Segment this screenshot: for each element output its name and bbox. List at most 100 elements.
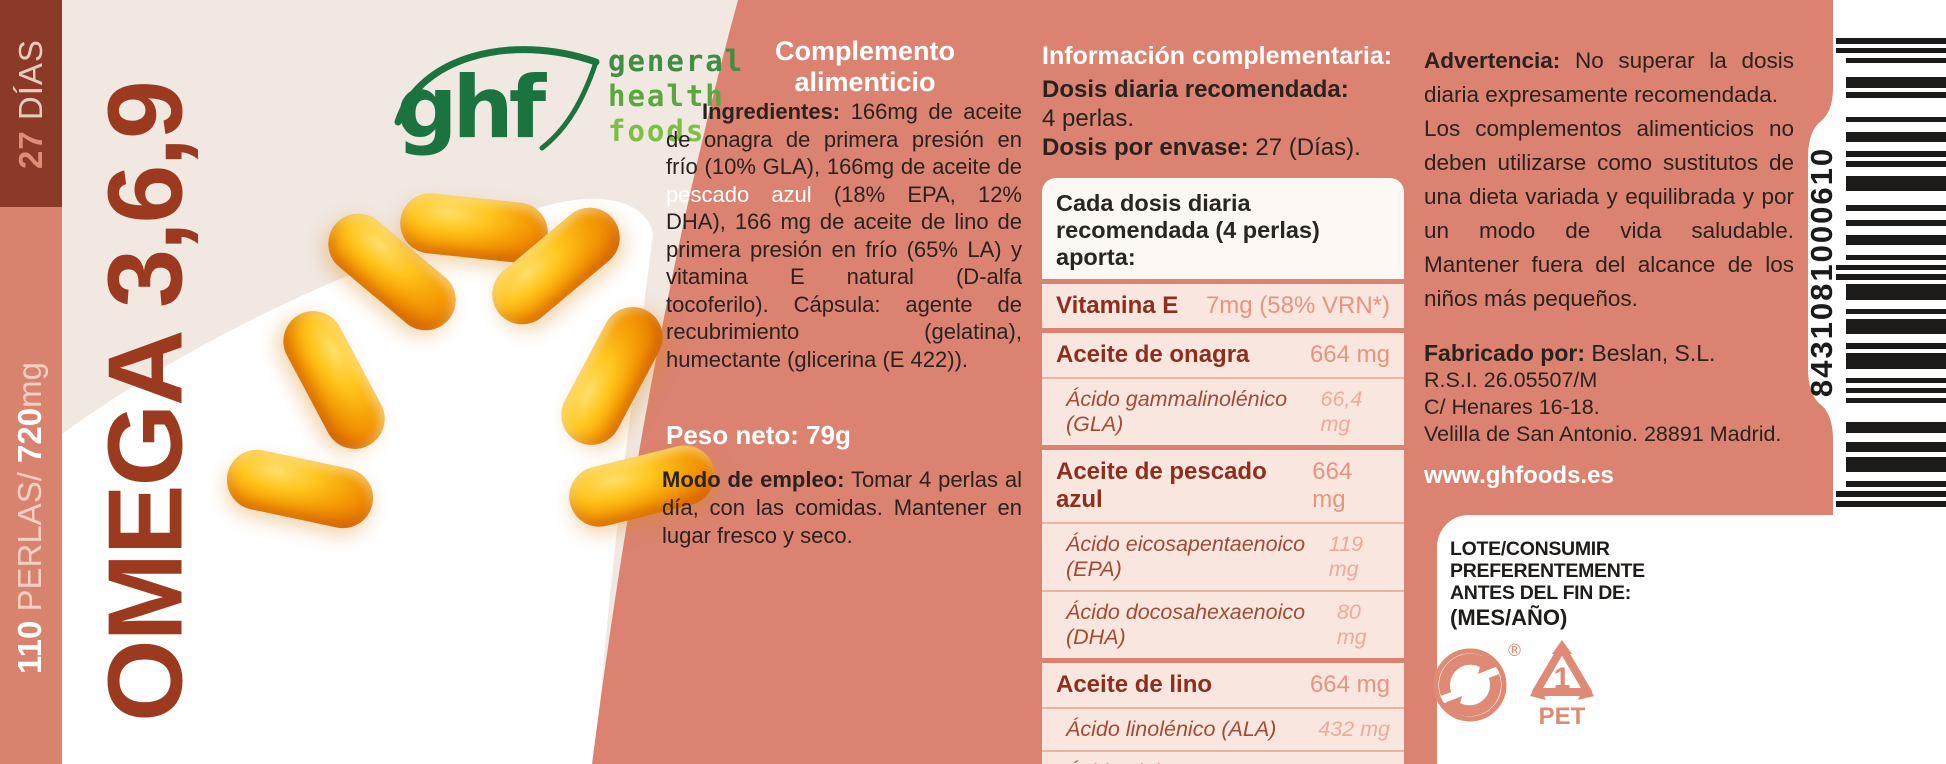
nutrient-value: 664 mg bbox=[1312, 458, 1353, 513]
nutrient-value: 664 mg bbox=[1309, 341, 1390, 368]
doses-per-pack-value: 27 (Días). bbox=[1248, 134, 1361, 161]
barcode-bar bbox=[1846, 82, 1946, 88]
ingredients-paragraph: Ingredientes: 166mg de aceite de onagra … bbox=[666, 98, 1022, 373]
info-heading: Información complementaria: bbox=[1042, 42, 1393, 70]
table-row: Ácido gammalinolénico (GLA) 66,4 mg bbox=[1042, 377, 1404, 445]
nutrient-value: 119 mg bbox=[1328, 532, 1364, 581]
ingredients-text-post: (18% EPA, 12% DHA), 166 mg de aceite de … bbox=[666, 181, 1022, 372]
barcode-bar bbox=[1846, 427, 1946, 433]
barcode-bar bbox=[1846, 254, 1946, 261]
nutrition-table-header: Cada dosis diaria recomendada (4 perlas)… bbox=[1056, 190, 1320, 270]
barcode-bar bbox=[1846, 441, 1946, 448]
nutrient-name: Aceite de lino bbox=[1056, 671, 1213, 698]
barcode-bar bbox=[1846, 131, 1946, 138]
brand-word-general: general bbox=[608, 44, 745, 78]
nutrition-table: Cada dosis diaria recomendada (4 perlas)… bbox=[1042, 178, 1404, 764]
usage-text: Tomar 4 perlas al día, con las comidas. … bbox=[662, 467, 1023, 548]
nutrient-value: 664 mg bbox=[1309, 671, 1390, 698]
pet-label: PET bbox=[1539, 703, 1586, 730]
warning-paragraph-2: Los complementos alimenticios no deben u… bbox=[1424, 116, 1794, 311]
barcode-bar bbox=[1846, 175, 1946, 182]
barcode-number: 8431081000610 bbox=[1804, 146, 1839, 398]
barcode-bar bbox=[1846, 235, 1946, 241]
barcode-bar bbox=[1846, 328, 1946, 335]
website-url: www.ghfoods.es bbox=[1424, 462, 1614, 489]
barcode bbox=[1836, 38, 1946, 507]
dose-unit: mg bbox=[11, 362, 48, 408]
recycling-icons: ® 1 PET bbox=[1432, 630, 1632, 740]
barcode-bar bbox=[1836, 264, 1946, 271]
barcode-bar bbox=[1846, 446, 1946, 453]
barcode-bar bbox=[1846, 77, 1946, 83]
barcode-bar bbox=[1846, 308, 1946, 315]
table-row: Aceite de onagra 664 mg bbox=[1042, 328, 1404, 377]
nutrient-value: 432 mg bbox=[1318, 717, 1390, 741]
pet-number: 1 bbox=[1554, 662, 1571, 695]
manufacturer-rsi: R.S.I. 26.05507/M bbox=[1424, 368, 1598, 392]
barcode-bar bbox=[1846, 116, 1946, 123]
barcode-bar bbox=[1846, 422, 1946, 428]
nutrient-value: 7mg (58% VRN*) bbox=[1205, 292, 1390, 319]
barcode-bar bbox=[1846, 92, 1946, 98]
barcode-bar bbox=[1836, 491, 1946, 497]
pet-recycle-icon: 1 PET bbox=[1530, 640, 1594, 730]
barcode-bar bbox=[1846, 161, 1946, 167]
dose-number: 720 bbox=[11, 407, 48, 463]
supplement-heading: Complemento alimenticio bbox=[774, 36, 955, 97]
barcode-bar bbox=[1846, 185, 1946, 192]
ingredients-highlight: pescado azul bbox=[666, 181, 812, 207]
nutrient-value: 80 mg bbox=[1336, 600, 1367, 649]
days-rail bbox=[0, 0, 62, 207]
ingredients-text-pre: 166mg de aceite de onagra de primera pre… bbox=[666, 99, 1022, 179]
barcode-bar bbox=[1846, 397, 1946, 404]
nutrient-name: Aceite de pescado azul bbox=[1056, 458, 1267, 513]
nutrient-name: Vitamina E bbox=[1056, 292, 1179, 319]
lot-line-3: ANTES DEL FIN DE: bbox=[1450, 582, 1631, 604]
table-row: Aceite de pescado azul 664 mg bbox=[1042, 445, 1404, 522]
barcode-bar bbox=[1846, 343, 1946, 349]
manufacturer-line: Fabricado por: Beslan, S.L. bbox=[1424, 340, 1794, 367]
nutrient-name: Aceite de onagra bbox=[1056, 341, 1250, 368]
brand-monogram: ghf bbox=[396, 58, 546, 158]
nutrient-name: Ácido docosahexaenoico (DHA) bbox=[1066, 600, 1306, 649]
barcode-bar bbox=[1846, 289, 1946, 295]
barcode-bar bbox=[1836, 501, 1946, 507]
barcode-bar bbox=[1846, 481, 1946, 487]
daily-dose-label: Dosis diaria recomendada: bbox=[1042, 76, 1349, 103]
brand-logo: ghf general health foods bbox=[392, 36, 742, 176]
nutrient-name: Ácido linolénico (ALA) bbox=[1066, 717, 1277, 741]
days-number: 27 bbox=[12, 130, 49, 169]
barcode-bar bbox=[1846, 363, 1946, 369]
barcode-bar bbox=[1846, 205, 1946, 211]
barcode-bar bbox=[1846, 353, 1946, 359]
table-row: Ácido docosahexaenoico (DHA) 80 mg bbox=[1042, 590, 1404, 658]
table-row: Ácido eicosapentaenoico (EPA) 119 mg bbox=[1042, 522, 1404, 590]
barcode-bar bbox=[1846, 284, 1946, 290]
barcode-bar bbox=[1846, 57, 1946, 64]
doses-per-pack-label: Dosis por envase: bbox=[1042, 134, 1249, 161]
barcode-bar bbox=[1846, 323, 1946, 330]
barcode-bar bbox=[1836, 38, 1946, 44]
barcode-bar bbox=[1846, 136, 1946, 143]
pearls-badge: 110 PERLAS/ 720mg bbox=[11, 362, 49, 674]
warning-text-1: No superar la dosis diaria expresamente … bbox=[1424, 48, 1794, 107]
nutrient-value: 165 mg bbox=[1318, 760, 1390, 764]
barcode-bar bbox=[1836, 47, 1946, 54]
lot-month-year: (MES/AÑO) bbox=[1450, 605, 1568, 630]
table-row: Ácido linolénico (ALA) 432 mg bbox=[1042, 707, 1404, 750]
barcode-bar bbox=[1846, 377, 1946, 384]
net-weight: Peso neto: 79g bbox=[666, 420, 851, 450]
manufacturer-label: Fabricado por: bbox=[1424, 340, 1586, 366]
manufacturer-address-2: Velilla de San Antonio. 28891 Madrid. bbox=[1424, 422, 1782, 446]
barcode-bar bbox=[1846, 180, 1946, 187]
nutrition-rows: Vitamina E 7mg (58% VRN*) Aceite de onagra… bbox=[1042, 279, 1404, 764]
doses-per-pack-line: Dosis por envase: 27 (Días). bbox=[1042, 133, 1404, 162]
barcode-bar bbox=[1846, 294, 1946, 300]
green-dot-icon: ® bbox=[1433, 641, 1523, 722]
table-row: Vitamina E 7mg (58% VRN*) bbox=[1042, 279, 1404, 328]
nutrient-name: Ácido eicosapentaenoico (EPA) bbox=[1066, 532, 1306, 581]
manufacturer-name: Beslan, S.L. bbox=[1585, 340, 1716, 366]
pearls-word: PERLAS/ bbox=[11, 462, 48, 621]
pearls-rail bbox=[0, 207, 62, 764]
